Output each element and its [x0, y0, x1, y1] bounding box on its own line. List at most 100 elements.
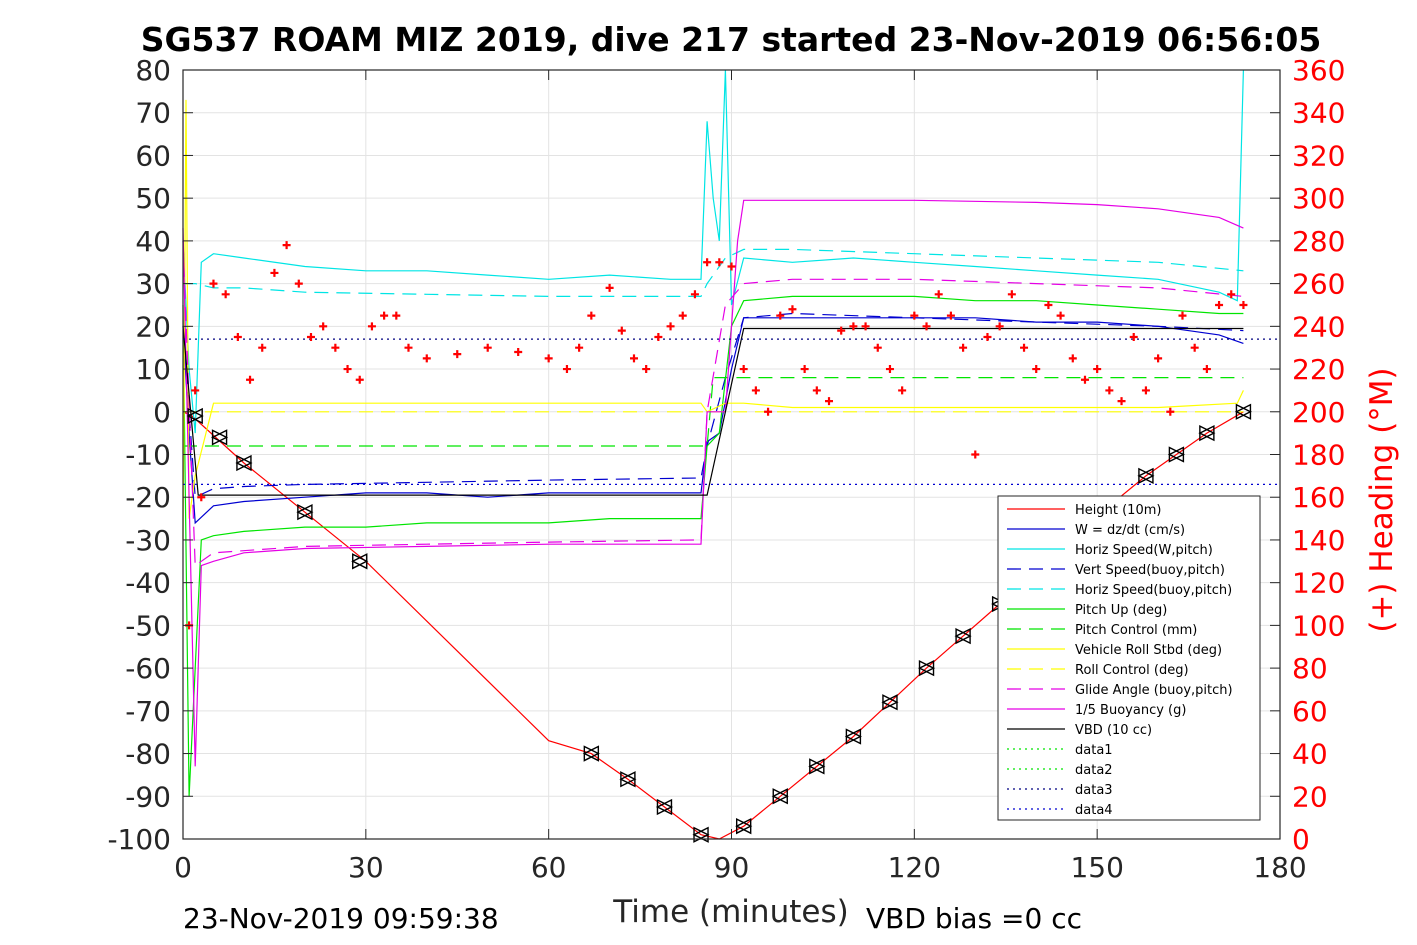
legend-label-data1: data1 [1075, 743, 1113, 758]
heading-point [654, 333, 663, 342]
y-tick-label: 80 [135, 54, 171, 87]
heading-point [246, 375, 255, 384]
heading-point [776, 311, 785, 320]
heading-point [331, 343, 340, 352]
y-right-tick-label: 280 [1292, 225, 1345, 258]
depth-marker [771, 788, 789, 805]
heading-point [861, 322, 870, 331]
heading-point [1227, 290, 1236, 299]
heading-point [1178, 311, 1187, 320]
y-axis-left: -100-90-80-70-60-50-40-30-20-10010203040… [107, 54, 193, 856]
heading-point [483, 343, 492, 352]
heading-point [1141, 386, 1150, 395]
heading-point [233, 333, 242, 342]
series-line-vbd-10-cc [182, 326, 1244, 496]
heading-point [1105, 386, 1114, 395]
heading-point [355, 375, 364, 384]
y-right-tick-label: 220 [1292, 353, 1345, 386]
y-axis-right-label: (+) Heading (°M) [1364, 367, 1400, 632]
y-tick-label: -40 [125, 567, 171, 600]
heading-point [1044, 300, 1053, 309]
legend-label-pitch-control-mm: Pitch Control (mm) [1075, 623, 1197, 638]
x-tick-label: 120 [888, 851, 941, 884]
heading-point [617, 326, 626, 335]
legend-label-data4: data4 [1075, 803, 1113, 818]
depth-marker [1167, 446, 1185, 463]
legend-label-data3: data3 [1075, 783, 1113, 798]
y-right-tick-label: 200 [1292, 396, 1345, 429]
heading-point [1117, 397, 1126, 406]
legend-label-roll-control-deg: Roll Control (deg) [1075, 663, 1189, 678]
heading-point [788, 305, 797, 314]
depth-marker [917, 659, 936, 677]
heading-point [934, 290, 943, 299]
heading-point [1190, 343, 1199, 352]
footer-timestamp: 23-Nov-2019 09:59:38 [183, 902, 499, 935]
legend-label-glide-angle-buoy-pitch: Glide Angle (buoy,pitch) [1075, 683, 1233, 698]
depth-marker [735, 818, 753, 835]
heading-point [392, 311, 401, 320]
heading-point [282, 241, 291, 250]
depth-marker [351, 553, 369, 570]
x-tick-label: 150 [1070, 851, 1123, 884]
y-right-tick-label: 60 [1292, 695, 1328, 728]
y-right-tick-label: 260 [1292, 268, 1345, 301]
legend-label-1-5-buoyancy-g: 1/5 Buoyancy (g) [1075, 703, 1186, 718]
y-tick-label: 30 [135, 268, 171, 301]
x-tick-label: 60 [531, 851, 567, 884]
heading-point [995, 322, 1004, 331]
heading-point [1215, 300, 1224, 309]
heading-point [703, 258, 712, 267]
heading-point [727, 262, 736, 271]
y-tick-label: -30 [125, 524, 171, 557]
heading-point [873, 343, 882, 352]
legend-label-data2: data2 [1075, 763, 1113, 778]
heading-point [922, 322, 931, 331]
heading-point [1020, 343, 1029, 352]
chart-title: SG537 ROAM MIZ 2019, dive 217 started 23… [141, 20, 1322, 59]
heading-point [1154, 354, 1163, 363]
depth-marker [582, 745, 600, 762]
heading-point [191, 386, 200, 395]
series-line-glide-angle-buoy-pitch [182, 240, 1244, 567]
heading-point [898, 386, 907, 395]
heading-point [812, 386, 821, 395]
y-tick-label: -100 [107, 823, 171, 856]
heading-point [306, 333, 315, 342]
heading-point [562, 365, 571, 374]
heading-point [422, 354, 431, 363]
heading-point [575, 343, 584, 352]
x-tick-label: 180 [1253, 851, 1306, 884]
y-tick-label: -90 [125, 780, 171, 813]
depth-marker [296, 504, 314, 521]
y-tick-label: -60 [125, 652, 171, 685]
legend: Height (10m) W = dz/dt (cm/s) Horiz Speed(… [997, 495, 1261, 821]
heading-point [544, 354, 553, 363]
heading-point [1056, 311, 1065, 320]
y-tick-label: -20 [125, 481, 171, 514]
y-right-tick-label: 340 [1292, 97, 1345, 130]
x-axis: 0 30 60 90 120 150 180 [174, 70, 1307, 884]
y-right-tick-label: 20 [1292, 780, 1328, 813]
heading-point [380, 311, 389, 320]
depth-marker [881, 694, 899, 711]
y-right-tick-label: 40 [1292, 738, 1328, 771]
y-right-tick-label: 160 [1292, 481, 1345, 514]
legend-box [997, 495, 1261, 821]
y-tick-label: -70 [125, 695, 171, 728]
heading-point [294, 279, 303, 288]
heading-point [453, 350, 462, 359]
heading-point [739, 365, 748, 374]
y-right-tick-label: 320 [1292, 139, 1345, 172]
heading-point [751, 386, 760, 395]
y-tick-label: 50 [135, 182, 171, 215]
heading-point [1080, 375, 1089, 384]
y-axis-right: 0 20 40 60 80 100 120 140 160 180 200 220 240 260 280 3… [1270, 54, 1345, 856]
heading-point [910, 311, 919, 320]
heading-point [404, 343, 413, 352]
heading-point [209, 279, 218, 288]
heading-point [959, 343, 968, 352]
legend-label-horiz-speed-w-pitch: Horiz Speed(W,pitch) [1075, 543, 1213, 558]
depth-marker [619, 771, 637, 788]
